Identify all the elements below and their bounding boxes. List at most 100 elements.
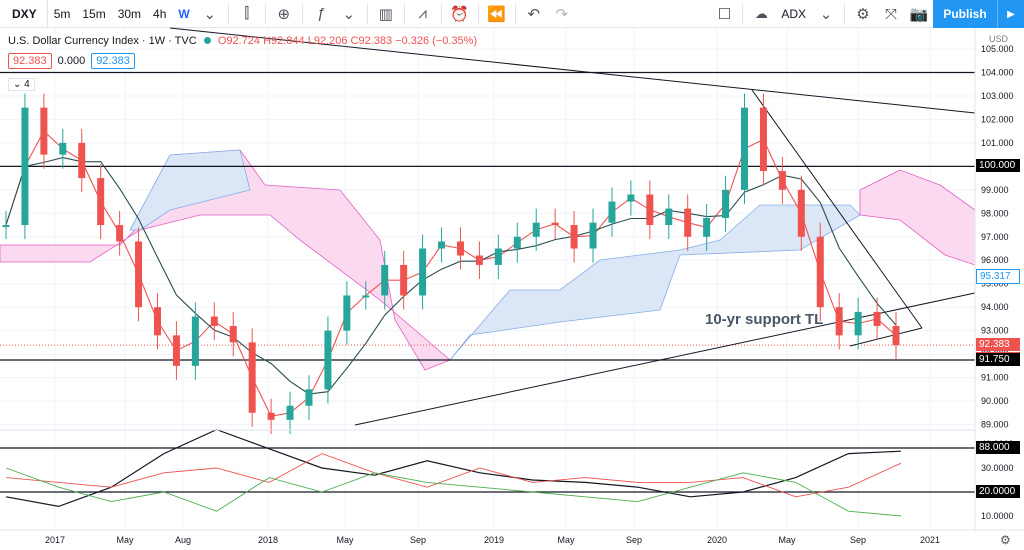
toolbar-divider [844, 4, 845, 24]
candle-body [116, 225, 124, 242]
alert-icon[interactable]: ⏰ [450, 5, 470, 23]
candle-body [703, 217, 711, 237]
toolbar-divider [264, 3, 266, 24]
interval-dropdown-icon[interactable]: ⌄ [203, 5, 217, 23]
candle-body [419, 248, 427, 296]
horizontal-levels [0, 71, 975, 449]
price-tag: 88.000 [976, 441, 1020, 454]
candle-body [797, 189, 805, 237]
price-tick-label: 94.000 [981, 302, 1009, 312]
support-trendline [354, 292, 976, 426]
candle-body [494, 248, 502, 265]
candles-icon[interactable]: ⫿ [244, 5, 250, 22]
time-tick-label: May [778, 535, 796, 545]
toolbar-divider [440, 3, 442, 24]
toolbar-divider [742, 4, 744, 24]
symbol-search[interactable]: DXY [0, 0, 48, 28]
candle-body [835, 307, 843, 336]
candle-body [324, 330, 332, 390]
price-tick-label: 97.000 [981, 232, 1009, 242]
financials-icon[interactable]: ▥ [378, 5, 393, 23]
candle-body [438, 241, 446, 249]
candle-body [778, 171, 786, 190]
settings-gear-icon[interactable]: ⚙ [1000, 533, 1011, 547]
ma-slow-line [5, 157, 897, 395]
axes: 105.000 104.000 103.000 102.000 101.000 100.0… [0, 28, 1024, 547]
candle-body [153, 307, 161, 336]
candle-body [135, 241, 143, 308]
layout-dropdown-icon[interactable]: ⌄ [819, 6, 833, 23]
price-tick-label: 101.000 [981, 138, 1014, 148]
candle-body [513, 236, 521, 249]
price-tick-label: 102.000 [981, 114, 1014, 124]
interval-15m[interactable]: 15m [82, 6, 106, 21]
time-tick-label: Sep [850, 535, 866, 545]
time-tick-label: 2020 [707, 535, 727, 545]
cloud-band-bear [859, 169, 976, 266]
indicator-value-2: 0.000 [57, 55, 86, 67]
price-tick-label: 98.000 [981, 208, 1009, 218]
chevron-down-icon: ⌄ [13, 79, 25, 90]
candle-body [248, 342, 256, 413]
market-status-icon [203, 37, 211, 44]
interval-5m[interactable]: 5m [53, 6, 71, 21]
indicators-icon[interactable]: ƒ [316, 5, 325, 22]
candle-body [191, 316, 199, 366]
indicators-dropdown-icon[interactable]: ⌄ [342, 5, 356, 23]
fullscreen-icon[interactable]: ⤧ [884, 5, 897, 23]
candle-body [759, 107, 767, 172]
price-tick-label: 104.000 [981, 67, 1014, 77]
collapsed-count: 4 [24, 79, 30, 90]
trendlines: 10-yr support TL [169, 27, 976, 426]
time-tick-label: May [116, 535, 134, 545]
candle-body [665, 208, 673, 226]
resistance-trendline [169, 27, 976, 114]
gear-icon[interactable]: ⚙ [856, 6, 870, 23]
interval-4h[interactable]: 4h [153, 6, 167, 21]
candle-body [892, 325, 900, 346]
candle-body [873, 311, 881, 326]
undo-icon[interactable]: ↶ [527, 5, 541, 23]
compare-add-icon[interactable]: ⊕ [277, 5, 291, 23]
candle-body [627, 194, 635, 202]
toolbar-divider [227, 3, 229, 24]
candle-body [722, 189, 730, 218]
candle-body [400, 264, 408, 296]
candle-body [551, 222, 559, 226]
replay-icon[interactable]: ⏪ [487, 5, 507, 23]
publish-button[interactable]: Publish [933, 0, 997, 28]
collapsed-indicators-button[interactable]: ⌄ 4 [8, 78, 35, 91]
legend-ohlc: O92.724 H92.844 L92.206 C92.383 −0.326 (… [217, 35, 478, 47]
camera-icon[interactable]: 📷 [909, 6, 929, 23]
time-tick-label: 2017 [45, 535, 65, 545]
toolbar-right-group: ☐ ☁ ADX ⌄ ⚙ ⤧ 📷 Publish ▶ [710, 0, 1024, 28]
price-tick-label: 89.000 [981, 420, 1009, 430]
price-tick-label: 105.000 [981, 44, 1014, 54]
cloud-icon[interactable]: ☁ [754, 6, 768, 21]
candle-body [854, 311, 862, 336]
candle-body [381, 264, 389, 296]
toolbar-divider [514, 3, 516, 24]
candle-body [741, 107, 749, 190]
chart-legend: U.S. Dollar Currency Index · 1W · TVC O9… [8, 35, 477, 47]
time-tick-label: May [336, 535, 354, 545]
interval-w[interactable]: W [178, 6, 190, 21]
play-icon[interactable]: ▶ [997, 0, 1024, 28]
toolbar-divider [366, 3, 368, 24]
cloud-band-bull [449, 204, 861, 361]
time-tick-label: 2018 [258, 535, 278, 545]
time-tick-label: 2021 [920, 535, 940, 545]
price-tag: 91.750 [976, 352, 1020, 366]
price-tag: 95.317 [976, 269, 1020, 285]
layout-icon[interactable]: ☐ [717, 6, 732, 23]
compare-symbol-label[interactable]: ADX [781, 7, 806, 21]
candle-body [21, 107, 29, 226]
candle-body [816, 236, 824, 308]
templates-icon[interactable]: ⩘ [418, 5, 427, 22]
toolbar-divider [403, 3, 405, 24]
interval-30m[interactable]: 30m [117, 6, 142, 21]
redo-icon[interactable]: ↷ [555, 5, 569, 23]
candle-body [570, 225, 578, 249]
price-tag: 92.383 [976, 338, 1020, 352]
